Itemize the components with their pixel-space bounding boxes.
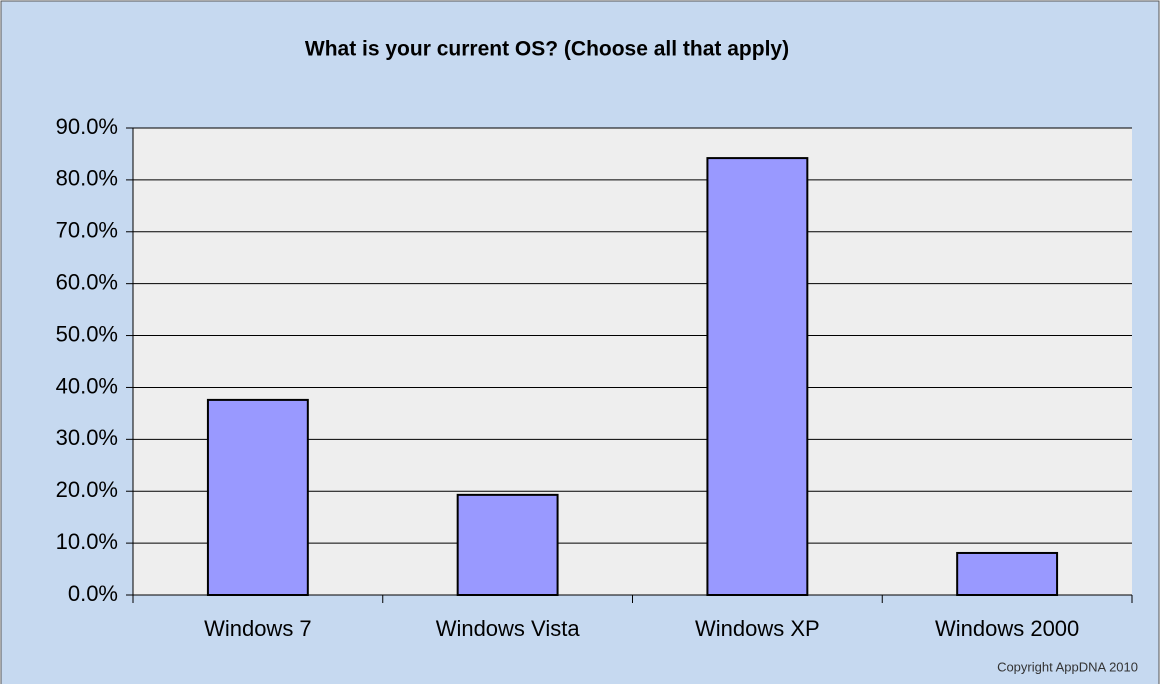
copyright-note: Copyright AppDNA 2010 xyxy=(997,659,1138,674)
y-tick-label: 50.0% xyxy=(56,321,118,346)
y-tick-label: 20.0% xyxy=(56,477,118,502)
x-tick-label: Windows XP xyxy=(695,616,820,641)
bar xyxy=(206,398,309,596)
bar xyxy=(956,551,1059,596)
y-tick-label: 0.0% xyxy=(68,581,118,606)
y-tick-label: 30.0% xyxy=(56,425,118,450)
y-tick-label: 80.0% xyxy=(56,166,118,191)
bar xyxy=(456,493,559,596)
y-tick-label: 60.0% xyxy=(56,269,118,294)
bar xyxy=(706,157,809,596)
x-tick-label: Windows 2000 xyxy=(935,616,1079,641)
y-tick-label: 10.0% xyxy=(56,529,118,554)
y-tick-label: 40.0% xyxy=(56,373,118,398)
chart-title: What is your current OS? (Choose all tha… xyxy=(305,38,789,61)
x-tick-label: Windows Vista xyxy=(436,616,581,641)
y-tick-label: 70.0% xyxy=(56,218,118,243)
x-tick-label: Windows 7 xyxy=(204,616,312,641)
y-tick-label: 90.0% xyxy=(56,114,118,139)
